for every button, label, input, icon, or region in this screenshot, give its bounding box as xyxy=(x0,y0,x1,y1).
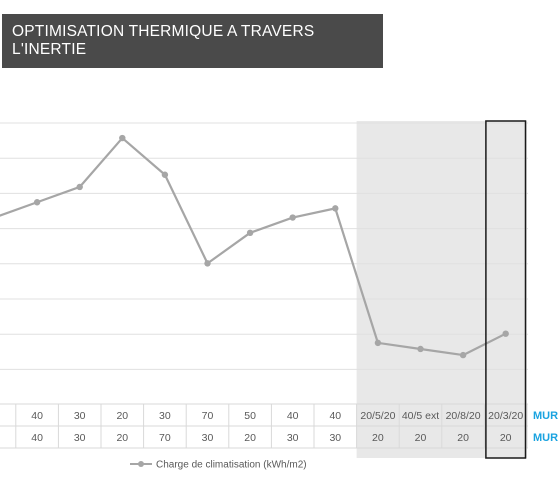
tick-label-row2: 30 xyxy=(329,432,341,444)
data-point xyxy=(459,351,467,359)
tick-label-row1: 40 xyxy=(287,410,299,422)
data-point xyxy=(119,134,126,142)
page-title: OPTIMISATION THERMIQUE A TRAVERS L'INERT… xyxy=(2,14,383,68)
tick-label-row1: 30 xyxy=(159,410,171,422)
tick-label-row2: 30 xyxy=(74,432,86,444)
legend: Charge de climatisation (kWh/m2) xyxy=(130,460,307,471)
tick-label-row1: 20/8/20 xyxy=(446,410,481,422)
page-title-text: OPTIMISATION THERMIQUE A TRAVERS L'INERT… xyxy=(12,23,315,58)
series-layer xyxy=(0,134,509,359)
tick-label-row1: 40 xyxy=(31,410,43,422)
highlight-layer xyxy=(485,120,527,459)
data-point xyxy=(374,339,382,347)
data-point xyxy=(161,171,169,178)
highlight-box xyxy=(485,120,527,459)
data-point xyxy=(76,183,83,191)
tick-label-row2: 20 xyxy=(244,432,256,444)
row-label: MUR xyxy=(533,432,558,444)
shade-layer xyxy=(356,121,527,458)
tick-label-row1: 20/5/20 xyxy=(360,410,395,422)
tick-label-row1: 70 xyxy=(202,410,214,422)
tick-label-row2: 20 xyxy=(116,432,128,444)
tick-label-row2: 20 xyxy=(457,432,469,444)
tick-label-row1: 20/3/20 xyxy=(488,410,523,422)
data-point xyxy=(502,330,509,337)
data-point xyxy=(204,260,211,267)
tick-label-row1: 40 xyxy=(329,410,341,422)
category-table: 20 40 30 20 30 70 50 40 40 20/5/20 40/5 ext 20/8/20… xyxy=(0,403,558,449)
tick-label-row2: 20 xyxy=(372,432,384,444)
tick-label-row2: 30 xyxy=(202,432,214,444)
tick-label-row2: 20 xyxy=(500,432,512,444)
tick-label-row2: 20 xyxy=(415,432,427,444)
tick-label-row1: 50 xyxy=(244,410,256,422)
tick-label-row1: 40/5 ext xyxy=(402,410,439,422)
data-point xyxy=(246,229,254,237)
data-point xyxy=(289,214,296,221)
tick-label-row2: 40 xyxy=(31,432,43,444)
legend-marker xyxy=(138,461,144,467)
shaded-region xyxy=(356,121,527,458)
tick-label-row1: 20 xyxy=(116,410,128,422)
tick-label-row2: 30 xyxy=(287,432,299,444)
tick-label-row1: 30 xyxy=(74,410,86,422)
tick-label-row2: 70 xyxy=(159,432,171,444)
data-point xyxy=(33,199,41,206)
row-label: MUR xyxy=(533,410,558,422)
data-point xyxy=(332,205,339,212)
legend-label: Charge de climatisation (kWh/m2) xyxy=(156,460,307,471)
data-point xyxy=(417,345,424,353)
